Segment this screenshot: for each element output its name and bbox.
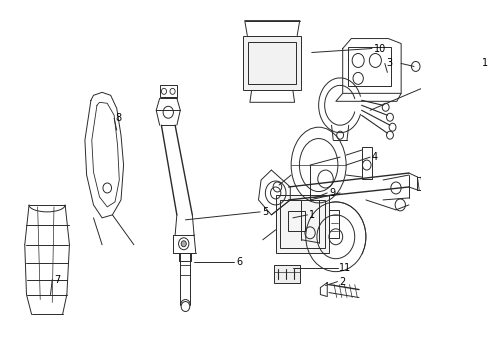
Text: 1: 1	[308, 210, 315, 220]
Circle shape	[181, 241, 186, 247]
Bar	[280, 200, 324, 248]
Text: 4: 4	[371, 152, 377, 162]
Text: 8: 8	[116, 113, 122, 123]
Text: 12: 12	[481, 58, 488, 68]
Text: 5: 5	[262, 207, 267, 217]
Bar	[275, 195, 328, 253]
Bar	[179, 253, 191, 261]
Bar	[248, 41, 296, 84]
Bar	[243, 36, 301, 90]
Bar	[328, 210, 339, 238]
Text: 11: 11	[339, 263, 351, 273]
Text: 10: 10	[373, 44, 385, 54]
Text: 3: 3	[386, 58, 392, 68]
Bar	[287, 211, 305, 231]
Bar	[361, 147, 371, 179]
Bar	[273, 265, 299, 283]
Bar	[347, 46, 390, 86]
Text: 2: 2	[339, 276, 345, 287]
Bar	[160, 85, 177, 97]
Text: 7: 7	[54, 275, 60, 285]
Text: 9: 9	[328, 188, 334, 198]
Text: 6: 6	[236, 257, 242, 267]
